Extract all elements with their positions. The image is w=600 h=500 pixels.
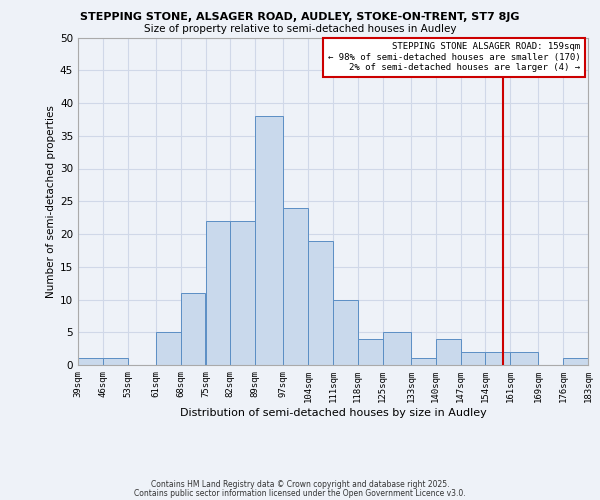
Bar	[181, 293, 205, 365]
Text: STEPPING STONE, ALSAGER ROAD, AUDLEY, STOKE-ON-TRENT, ST7 8JG: STEPPING STONE, ALSAGER ROAD, AUDLEY, ST…	[80, 12, 520, 22]
Bar	[383, 332, 411, 365]
X-axis label: Distribution of semi-detached houses by size in Audley: Distribution of semi-detached houses by …	[179, 408, 487, 418]
Text: Size of property relative to semi-detached houses in Audley: Size of property relative to semi-detach…	[144, 24, 456, 34]
Bar	[436, 339, 461, 365]
Bar	[78, 358, 103, 365]
Bar	[510, 352, 538, 365]
Bar	[103, 358, 128, 365]
Y-axis label: Number of semi-detached properties: Number of semi-detached properties	[46, 105, 56, 298]
Bar	[358, 339, 383, 365]
Bar	[308, 240, 333, 365]
Bar	[333, 300, 358, 365]
Text: Contains public sector information licensed under the Open Government Licence v3: Contains public sector information licen…	[134, 489, 466, 498]
Bar	[230, 221, 255, 365]
Bar	[255, 116, 283, 365]
Text: STEPPING STONE ALSAGER ROAD: 159sqm
← 98% of semi-detached houses are smaller (1: STEPPING STONE ALSAGER ROAD: 159sqm ← 98…	[328, 42, 580, 72]
Bar	[485, 352, 510, 365]
Bar	[563, 358, 588, 365]
Bar	[156, 332, 181, 365]
Bar	[283, 208, 308, 365]
Bar	[461, 352, 485, 365]
Text: Contains HM Land Registry data © Crown copyright and database right 2025.: Contains HM Land Registry data © Crown c…	[151, 480, 449, 489]
Bar	[205, 221, 230, 365]
Bar	[411, 358, 436, 365]
